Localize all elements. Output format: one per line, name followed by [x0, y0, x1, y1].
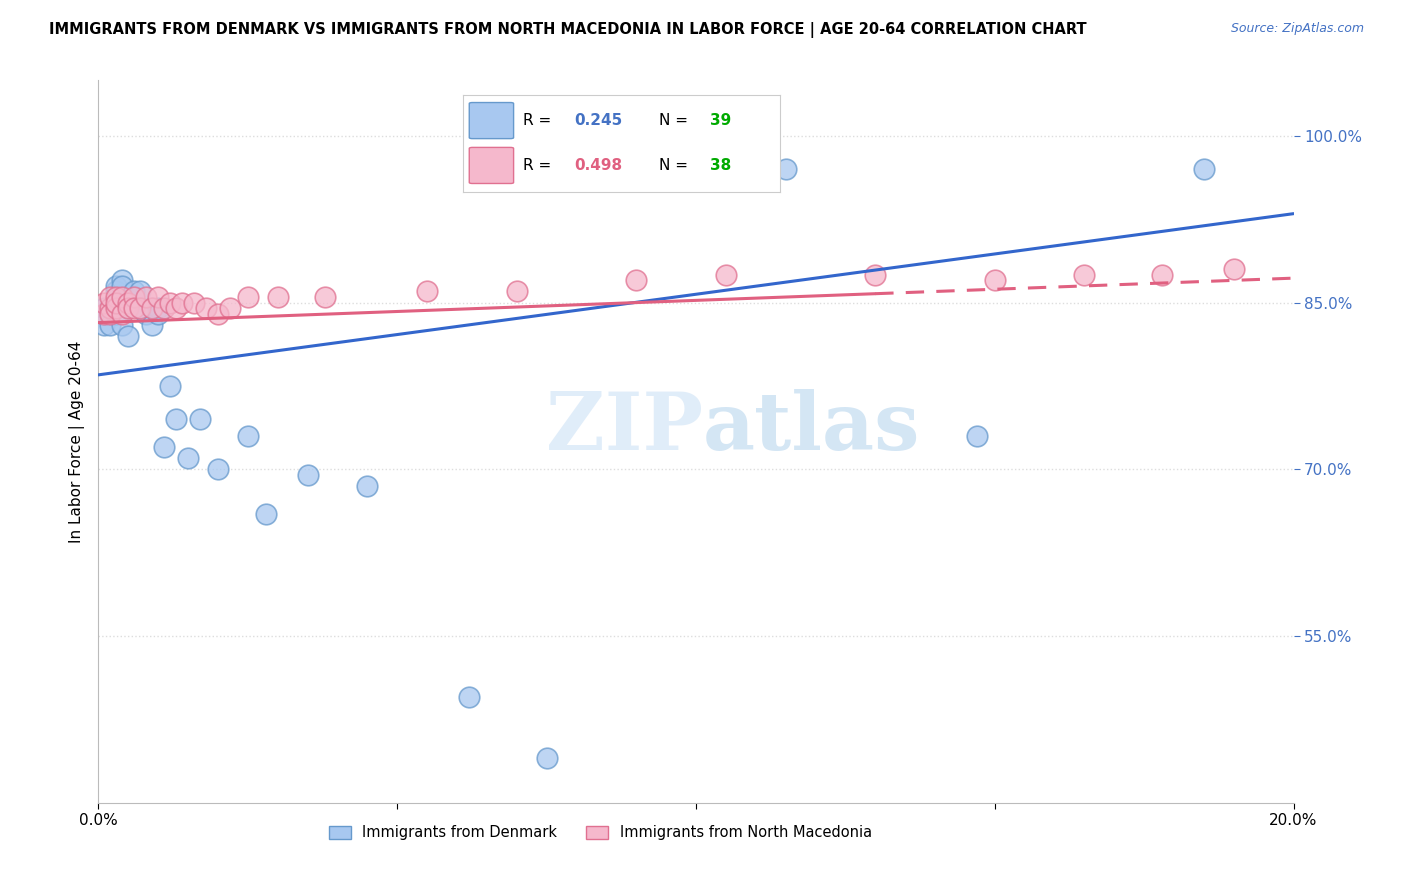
- Point: [297, 467, 319, 482]
- Point: [236, 429, 259, 443]
- Point: [105, 301, 128, 315]
- Point: [865, 268, 887, 282]
- Point: [141, 318, 163, 332]
- Point: [93, 301, 115, 315]
- Point: [111, 290, 134, 304]
- Point: [98, 318, 122, 332]
- Point: [165, 301, 187, 315]
- Point: [117, 329, 139, 343]
- Point: [236, 290, 259, 304]
- Point: [966, 429, 988, 443]
- Point: [111, 318, 134, 332]
- Point: [93, 318, 115, 332]
- Point: [254, 507, 277, 521]
- Point: [148, 290, 170, 304]
- Point: [98, 301, 122, 315]
- Point: [129, 301, 152, 315]
- Point: [117, 301, 139, 315]
- Point: [219, 301, 242, 315]
- Point: [1073, 268, 1095, 282]
- Point: [148, 307, 170, 321]
- Point: [506, 285, 529, 299]
- Point: [111, 279, 134, 293]
- Point: [105, 279, 128, 293]
- Point: [98, 290, 122, 304]
- Point: [1192, 162, 1215, 177]
- Point: [93, 295, 115, 310]
- Point: [98, 307, 122, 321]
- Point: [124, 285, 146, 299]
- Point: [124, 301, 146, 315]
- Point: [267, 290, 290, 304]
- Text: Source: ZipAtlas.com: Source: ZipAtlas.com: [1230, 22, 1364, 36]
- Point: [148, 301, 170, 315]
- Point: [714, 268, 737, 282]
- Point: [105, 290, 128, 304]
- Point: [416, 285, 439, 299]
- Point: [105, 285, 128, 299]
- Point: [111, 273, 134, 287]
- Point: [458, 690, 481, 705]
- Point: [183, 295, 205, 310]
- Point: [1152, 268, 1174, 282]
- Point: [93, 307, 115, 321]
- Point: [135, 307, 157, 321]
- Point: [153, 301, 176, 315]
- Point: [129, 301, 152, 315]
- Point: [177, 451, 200, 466]
- Point: [315, 290, 337, 304]
- Point: [111, 307, 134, 321]
- Point: [207, 307, 229, 321]
- Point: [356, 479, 378, 493]
- Point: [141, 301, 163, 315]
- Point: [93, 307, 115, 321]
- Y-axis label: In Labor Force | Age 20-64: In Labor Force | Age 20-64: [69, 341, 84, 542]
- Point: [172, 295, 194, 310]
- Point: [626, 273, 648, 287]
- Point: [98, 307, 122, 321]
- Text: IMMIGRANTS FROM DENMARK VS IMMIGRANTS FROM NORTH MACEDONIA IN LABOR FORCE | AGE : IMMIGRANTS FROM DENMARK VS IMMIGRANTS FR…: [49, 22, 1087, 38]
- Point: [984, 273, 1007, 287]
- Point: [105, 301, 128, 315]
- Legend: Immigrants from Denmark, Immigrants from North Macedonia: Immigrants from Denmark, Immigrants from…: [323, 820, 877, 847]
- Point: [135, 290, 157, 304]
- Point: [124, 290, 146, 304]
- Point: [117, 295, 139, 310]
- Point: [165, 412, 187, 426]
- Point: [775, 162, 797, 177]
- Point: [159, 379, 181, 393]
- Point: [536, 751, 558, 765]
- Point: [98, 301, 122, 315]
- Text: ZIP: ZIP: [546, 389, 703, 467]
- Point: [159, 295, 181, 310]
- Point: [105, 295, 128, 310]
- Point: [207, 462, 229, 476]
- Point: [153, 440, 176, 454]
- Point: [105, 307, 128, 321]
- Point: [98, 301, 122, 315]
- Text: atlas: atlas: [703, 389, 921, 467]
- Point: [195, 301, 218, 315]
- Point: [188, 412, 211, 426]
- Point: [117, 301, 139, 315]
- Point: [141, 301, 163, 315]
- Point: [129, 285, 152, 299]
- Point: [1223, 262, 1246, 277]
